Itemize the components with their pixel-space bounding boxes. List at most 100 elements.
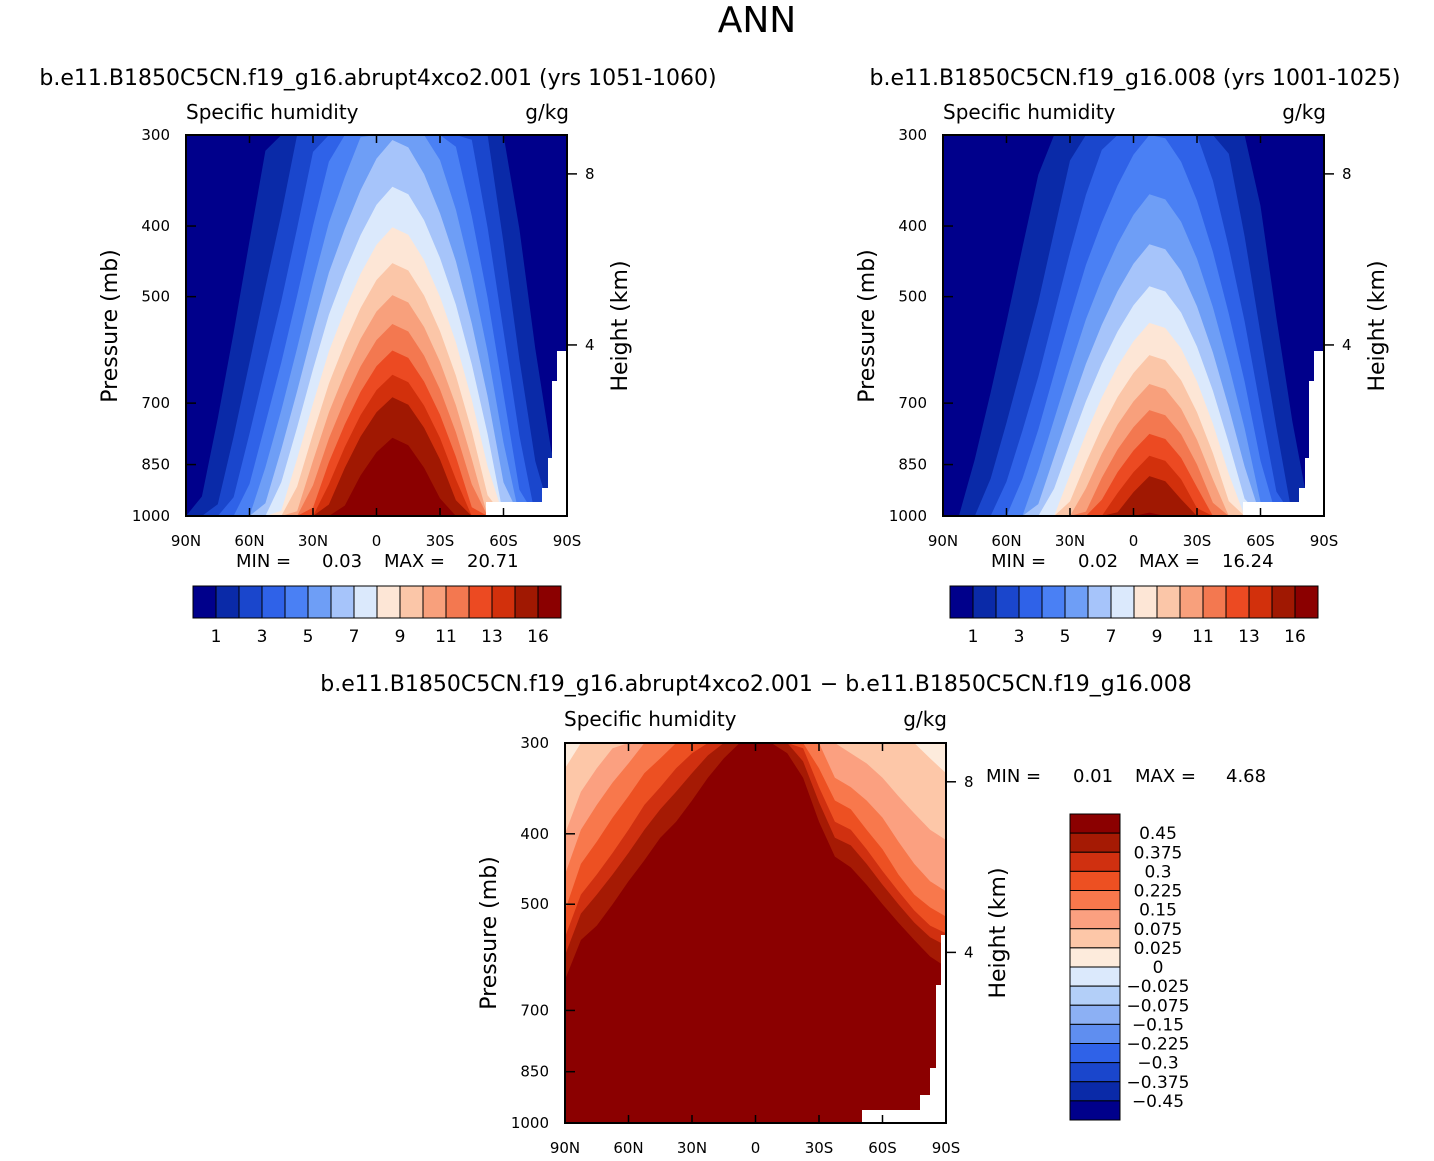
colorbar-label: −0.225 [1127,1035,1190,1055]
panel-title: b.e11.B1850C5CN.f19_g16.abrupt4xco2.001 … [39,66,716,91]
x-tick-label: 30S [805,1139,834,1157]
x-tick-label: 60N [991,532,1021,550]
x-tick-label: 90S [1310,532,1339,550]
colorbar-swatch [1179,585,1204,619]
min-label: MIN = [236,551,291,572]
colorbar-label: 16 [527,627,549,647]
colorbar-labels: 1 3 5 7 9 11 13 16 [968,627,1306,647]
colorbar-label: 9 [1152,627,1163,647]
colorbar-swatch [399,585,424,619]
colorbar-label: 0.3 [1144,862,1171,882]
colorbar-label: 11 [435,627,457,647]
colorbar-swatch [215,585,240,619]
max-label: MAX = [1135,766,1196,787]
x-tick-label: 60S [868,1139,897,1157]
colorbar-swatch [1294,585,1319,619]
height-ticks: 84 [946,773,974,961]
colorbar-label: −0.45 [1132,1092,1184,1112]
colorbar-swatch [376,585,401,619]
colorbar-swatch [1069,1062,1121,1083]
contour-band [943,455,1324,516]
min-value: 0.02 [1078,551,1118,572]
colorbar-label: 1 [211,627,222,647]
y-tick-label: 1000 [889,507,927,525]
colorbar-swatch [1069,890,1121,911]
x-tick-label: 60S [489,532,518,550]
colorbar-label: 3 [1014,627,1025,647]
colorbar-label: 0.15 [1139,901,1177,921]
colorbar-swatch [949,585,974,619]
min-label: MIN = [986,766,1041,787]
colorbar-label: 5 [1060,627,1071,647]
y-tick-label: 400 [141,217,170,235]
colorbar-swatch [1133,585,1158,619]
colorbar-swatch [1110,585,1135,619]
colorbar-labels: 1 3 5 7 9 11 13 16 [211,627,549,647]
colorbar-swatch [1069,947,1121,968]
colorbar-swatch [1202,585,1227,619]
contour-fills [943,135,1324,517]
right-axis-label: Height (km) [608,260,633,391]
panel-title: b.e11.B1850C5CN.f19_g16.008 (yrs 1001-10… [869,66,1400,91]
x-tick-label: 30S [426,532,455,550]
colorbar-swatch [307,585,332,619]
height-tick-label: 8 [964,773,974,791]
colorbar-label: 0.225 [1134,882,1183,902]
colorbar-swatch [192,585,217,619]
colorbar [192,585,562,619]
colorbar-label: −0.15 [1132,1015,1184,1035]
right-axis-label: Height (km) [986,867,1011,998]
colorbar-label: 0.45 [1139,824,1177,844]
x-tick-label: 30S [1183,532,1212,550]
y-tick-label: 500 [520,895,549,913]
colorbar-swatch [1271,585,1296,619]
colorbar-swatch [972,585,997,619]
min-label: MIN = [991,551,1046,572]
y-tick-label: 1000 [132,507,170,525]
x-tick-label: 90N [550,1139,580,1157]
max-label: MAX = [384,551,445,572]
colorbar-swatch [1069,1043,1121,1064]
max-label: MAX = [1139,551,1200,572]
colorbar-label: −0.075 [1127,996,1190,1016]
colorbar-swatch [1087,585,1112,619]
colorbar-label: 16 [1284,627,1306,647]
colorbar-swatch [284,585,309,619]
colorbar-swatch [445,585,470,619]
max-value: 4.68 [1226,766,1266,787]
y-tick-label: 850 [141,456,170,474]
y-axis-label: Pressure (mb) [477,856,502,1010]
x-tick-label: 0 [751,1139,761,1157]
colorbar-label: −0.3 [1137,1054,1178,1074]
colorbar-label: 0 [1153,958,1164,978]
terrain-mask [486,351,567,516]
colorbar-swatch [468,585,493,619]
colorbar-label: 7 [349,627,360,647]
y-axis-label: Pressure (mb) [855,249,880,403]
colorbar-swatch [1069,1100,1121,1121]
y-tick-label: 500 [141,288,170,306]
colorbar [1069,813,1121,1121]
colorbar-swatch [1156,585,1181,619]
height-tick-label: 8 [1342,165,1352,183]
y-tick-label: 300 [141,126,170,144]
max-value: 20.71 [467,551,519,572]
colorbar-swatch [1069,909,1121,930]
humidity-panel-abrupt4xco2: b.e11.B1850C5CN.f19_g16.abrupt4xco2.001 … [39,66,716,647]
y-tick-label: 400 [898,217,927,235]
height-tick-label: 4 [585,336,595,354]
colorbar-swatch [491,585,516,619]
colorbar-swatch [1041,585,1066,619]
contour-fills [565,743,946,1123]
height-tick-label: 4 [1342,336,1352,354]
x-tick-label: 30N [1055,532,1085,550]
y-tick-label: 300 [520,734,549,752]
x-tick-label: 90S [932,1139,961,1157]
x-tick-label: 60S [1246,532,1275,550]
colorbar-label: 9 [395,627,406,647]
colorbar-label: 13 [481,627,503,647]
humidity-panel-control: b.e11.B1850C5CN.f19_g16.008 (yrs 1001-10… [855,66,1401,647]
colorbar-swatch [1069,966,1121,987]
colorbar-swatch [1069,851,1121,872]
colorbar-swatch [1069,1081,1121,1102]
